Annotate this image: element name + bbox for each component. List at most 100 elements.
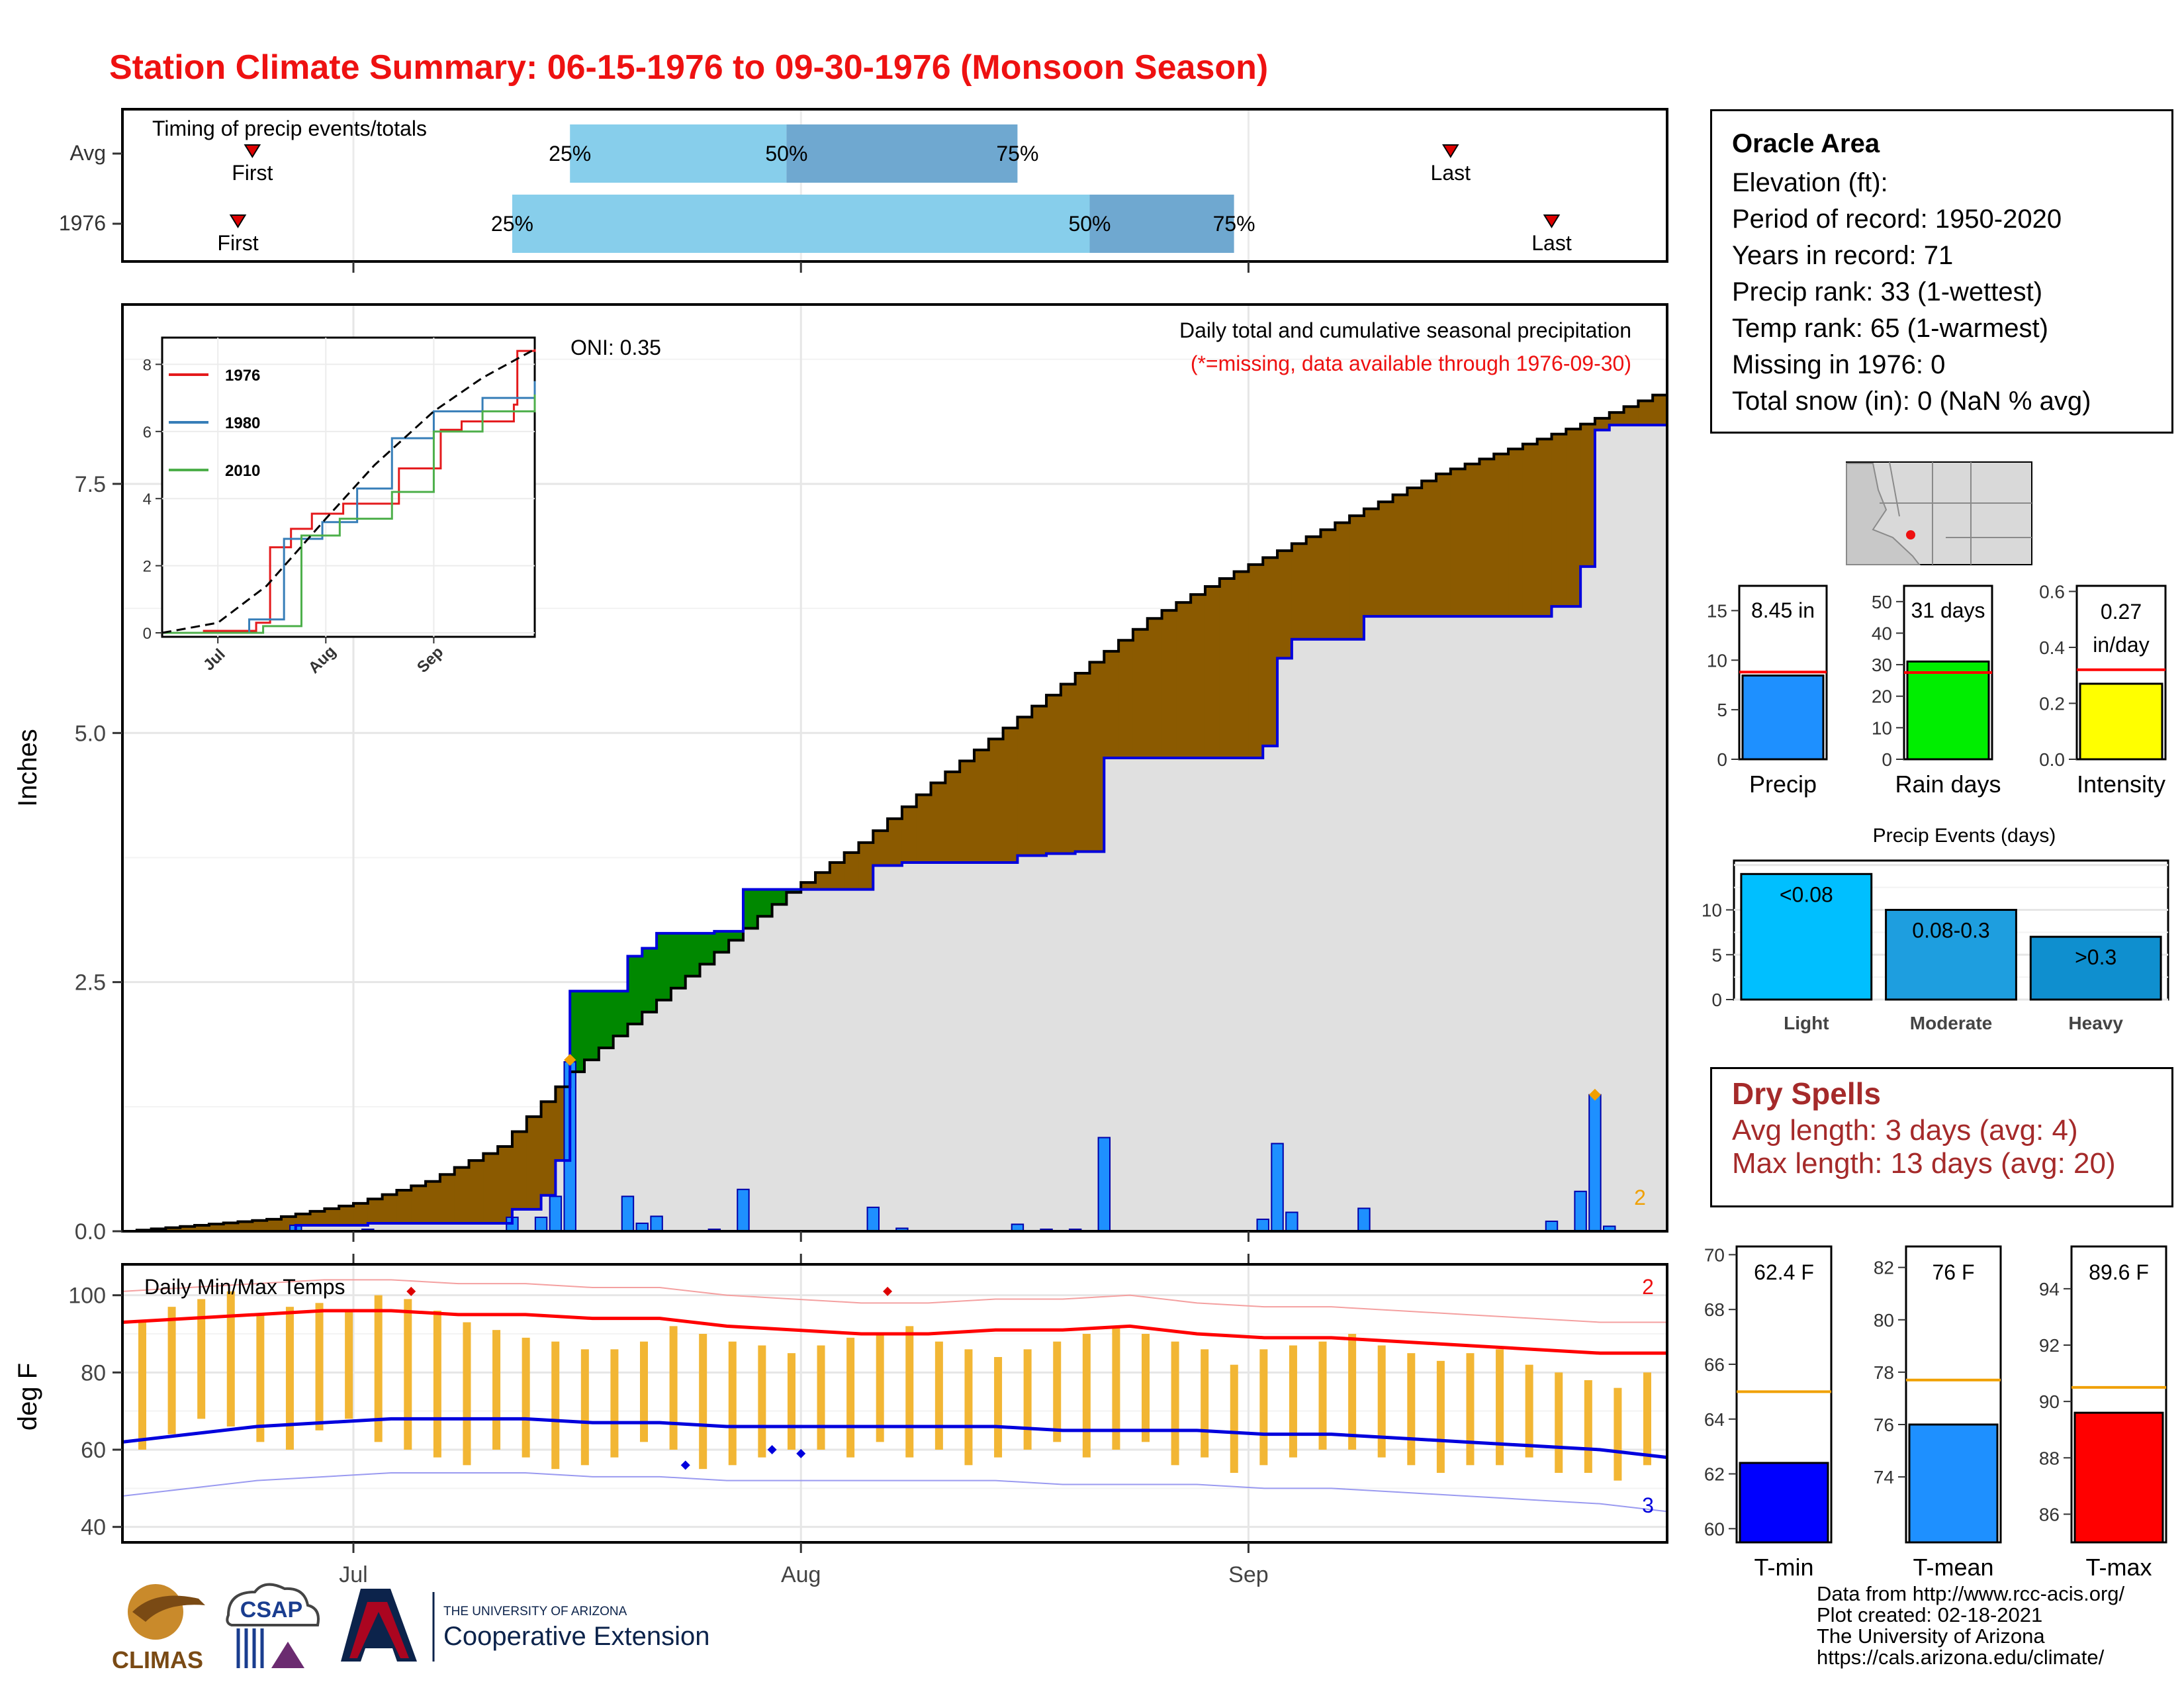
events-bar-value: >0.3 bbox=[2075, 945, 2116, 969]
station-marker bbox=[1906, 530, 1915, 539]
daily-temp-range-bar bbox=[1112, 1326, 1120, 1450]
precip-deficit-segment bbox=[1363, 508, 1379, 617]
timing-label-q75: 75% bbox=[1213, 212, 1255, 236]
precip-deficit-segment bbox=[1580, 424, 1596, 567]
daily-precip-bar bbox=[621, 1196, 635, 1232]
daily-temp-range-bar bbox=[964, 1349, 973, 1466]
precip-surplus-segment bbox=[570, 991, 585, 1072]
precip-deficit-segment bbox=[512, 1131, 527, 1209]
events-bar-value: <0.08 bbox=[1780, 882, 1833, 906]
daily-temp-range-bar bbox=[1377, 1345, 1386, 1458]
precip-stats-charts: 0 5 10 15 8.45 in Precip 0 10 20 30 40 50 31 days Rai… bbox=[1707, 581, 2167, 798]
precip-deficit-segment bbox=[1392, 494, 1408, 617]
events-ytick-label: 10 bbox=[1702, 900, 1722, 921]
stat-ytick-label: 5 bbox=[1717, 700, 1727, 720]
daily-temp-range-bar bbox=[1318, 1341, 1327, 1450]
precip-surplus-segment bbox=[743, 889, 758, 929]
stat-category-label: Precip bbox=[1749, 771, 1817, 798]
temp-stat-ytick-label: 62 bbox=[1704, 1464, 1725, 1485]
daily-temp-range-bar bbox=[1171, 1341, 1179, 1466]
precip-surplus-segment bbox=[627, 956, 643, 1024]
record-precip-marker bbox=[1588, 1088, 1601, 1101]
daily-temp-range-bar bbox=[463, 1322, 471, 1466]
daily-temp-range-bar bbox=[1496, 1349, 1504, 1466]
svg-text:CLIMAS: CLIMAS bbox=[112, 1646, 203, 1673]
precip-deficit-segment bbox=[483, 1153, 498, 1223]
timing-label-q25: 25% bbox=[549, 142, 591, 165]
stat-value-bar bbox=[1741, 674, 1825, 761]
stat-ytick-label: 40 bbox=[1872, 623, 1892, 643]
precip-deficit-segment bbox=[960, 761, 975, 863]
precip-deficit-segment bbox=[931, 782, 946, 863]
precip-deficit-segment bbox=[1277, 550, 1293, 659]
avg-tmax-line bbox=[122, 1309, 1667, 1355]
stat-chart-intensity: 0.0 0.2 0.4 0.6 0.27 in/day Intensity bbox=[2039, 581, 2167, 798]
stat-value-unit: in/day bbox=[2093, 633, 2149, 657]
precip-deficit-segment bbox=[1594, 418, 1610, 430]
season-cumulative-line bbox=[122, 424, 1667, 1233]
station-info-box: Oracle Area Elevation (ft): Period of re… bbox=[1710, 109, 2173, 434]
info-period: Period of record: 1950-2020 bbox=[1732, 205, 2062, 234]
events-bar-light bbox=[1740, 872, 1873, 1001]
inset-ytick-label-1: 2 bbox=[143, 558, 152, 576]
precip-deficit-segment bbox=[1378, 502, 1394, 617]
precip-deficit-segment bbox=[252, 1220, 267, 1231]
svg-text:THE UNIVERSITY OF ARIZONA: THE UNIVERSITY OF ARIZONA bbox=[443, 1605, 627, 1618]
precip-deficit-segment bbox=[1075, 673, 1091, 852]
timing-label-q75: 75% bbox=[996, 142, 1038, 165]
precip-deficit-segment bbox=[541, 1102, 556, 1196]
events-bar-moderate bbox=[1885, 909, 2017, 1001]
precip-deficit-segment bbox=[1248, 564, 1263, 758]
precip-deficit-segment bbox=[353, 1203, 369, 1225]
record-high-marker bbox=[406, 1286, 416, 1296]
events-category-label: Heavy bbox=[2068, 1013, 2123, 1033]
dry-spells-title: Dry Spells bbox=[1732, 1076, 1881, 1111]
events-category-label: Light bbox=[1784, 1013, 1829, 1033]
record-high-marker bbox=[883, 1286, 893, 1296]
precip-deficit-segment bbox=[1003, 727, 1019, 863]
timing-marker-first bbox=[244, 144, 261, 158]
precip-surplus-segment bbox=[642, 948, 657, 1012]
daily-precip-bar bbox=[650, 1215, 663, 1232]
stat-ytick-label: 20 bbox=[1872, 686, 1892, 707]
daily-precip-bar bbox=[737, 1188, 750, 1232]
events-bar-value: 0.08-0.3 bbox=[1912, 919, 1989, 943]
daily-temp-range-bar bbox=[1643, 1372, 1651, 1466]
precip-ytick-label-1: 2.5 bbox=[75, 970, 106, 996]
precip-deficit-segment bbox=[1060, 684, 1076, 854]
dry-spells-avg: Avg length: 3 days (avg: 4) bbox=[1732, 1114, 2078, 1147]
daily-temp-range-bar bbox=[1525, 1364, 1533, 1458]
daily-temp-range-bar bbox=[699, 1334, 707, 1470]
inset-legend-label-2010: 2010 bbox=[225, 462, 260, 480]
daily-temp-range-bar bbox=[758, 1345, 766, 1458]
inset-ytick-label-0: 0 bbox=[143, 625, 152, 643]
info-missing: Missing in 1976: 0 bbox=[1732, 350, 1946, 379]
temp-stat-ytick-label: 92 bbox=[2039, 1335, 2060, 1356]
precip-surplus-segment bbox=[613, 991, 629, 1036]
temp-stat-ytick-label: 80 bbox=[1874, 1310, 1894, 1331]
california-shape bbox=[1846, 463, 1921, 565]
precip-chart-title: Daily total and cumulative seasonal prec… bbox=[1179, 318, 1631, 342]
stat-ytick-label: 10 bbox=[1872, 718, 1892, 738]
temp-ytick-label-0: 40 bbox=[81, 1515, 106, 1540]
precip-deficit-segment bbox=[411, 1186, 426, 1223]
university-of-arizona-logo: THE UNIVERSITY OF ARIZONA Cooperative Ex… bbox=[341, 1589, 709, 1662]
precip-deficit-segment bbox=[1349, 516, 1365, 639]
credit-plot-created: Plot created: 02-18-2021 bbox=[1817, 1603, 2043, 1626]
precip-deficit-segment bbox=[1522, 444, 1538, 617]
stat-value-bar bbox=[1906, 660, 1990, 761]
precip-deficit-segment bbox=[180, 1226, 195, 1231]
temp-xtick-label-1: Aug bbox=[781, 1562, 821, 1587]
temp-stat-ytick-label: 78 bbox=[1874, 1362, 1894, 1383]
temp-stat-ytick-label: 74 bbox=[1874, 1467, 1894, 1487]
temp-ytick-label-2: 80 bbox=[81, 1360, 106, 1385]
daily-temp-range-bar bbox=[1614, 1387, 1622, 1481]
credits: Data from http://www.rcc-acis.org/ Plot … bbox=[1817, 1583, 2124, 1668]
precip-deficit-segment bbox=[1653, 395, 1668, 426]
precip-deficit-segment bbox=[1306, 536, 1322, 639]
precip-record-count: 2 bbox=[1634, 1186, 1646, 1209]
station-location-map bbox=[1846, 461, 2032, 565]
daily-temp-range-bar bbox=[669, 1326, 678, 1450]
precip-deficit-segment bbox=[1219, 578, 1235, 758]
events-ytick-label: 0 bbox=[1711, 990, 1722, 1010]
